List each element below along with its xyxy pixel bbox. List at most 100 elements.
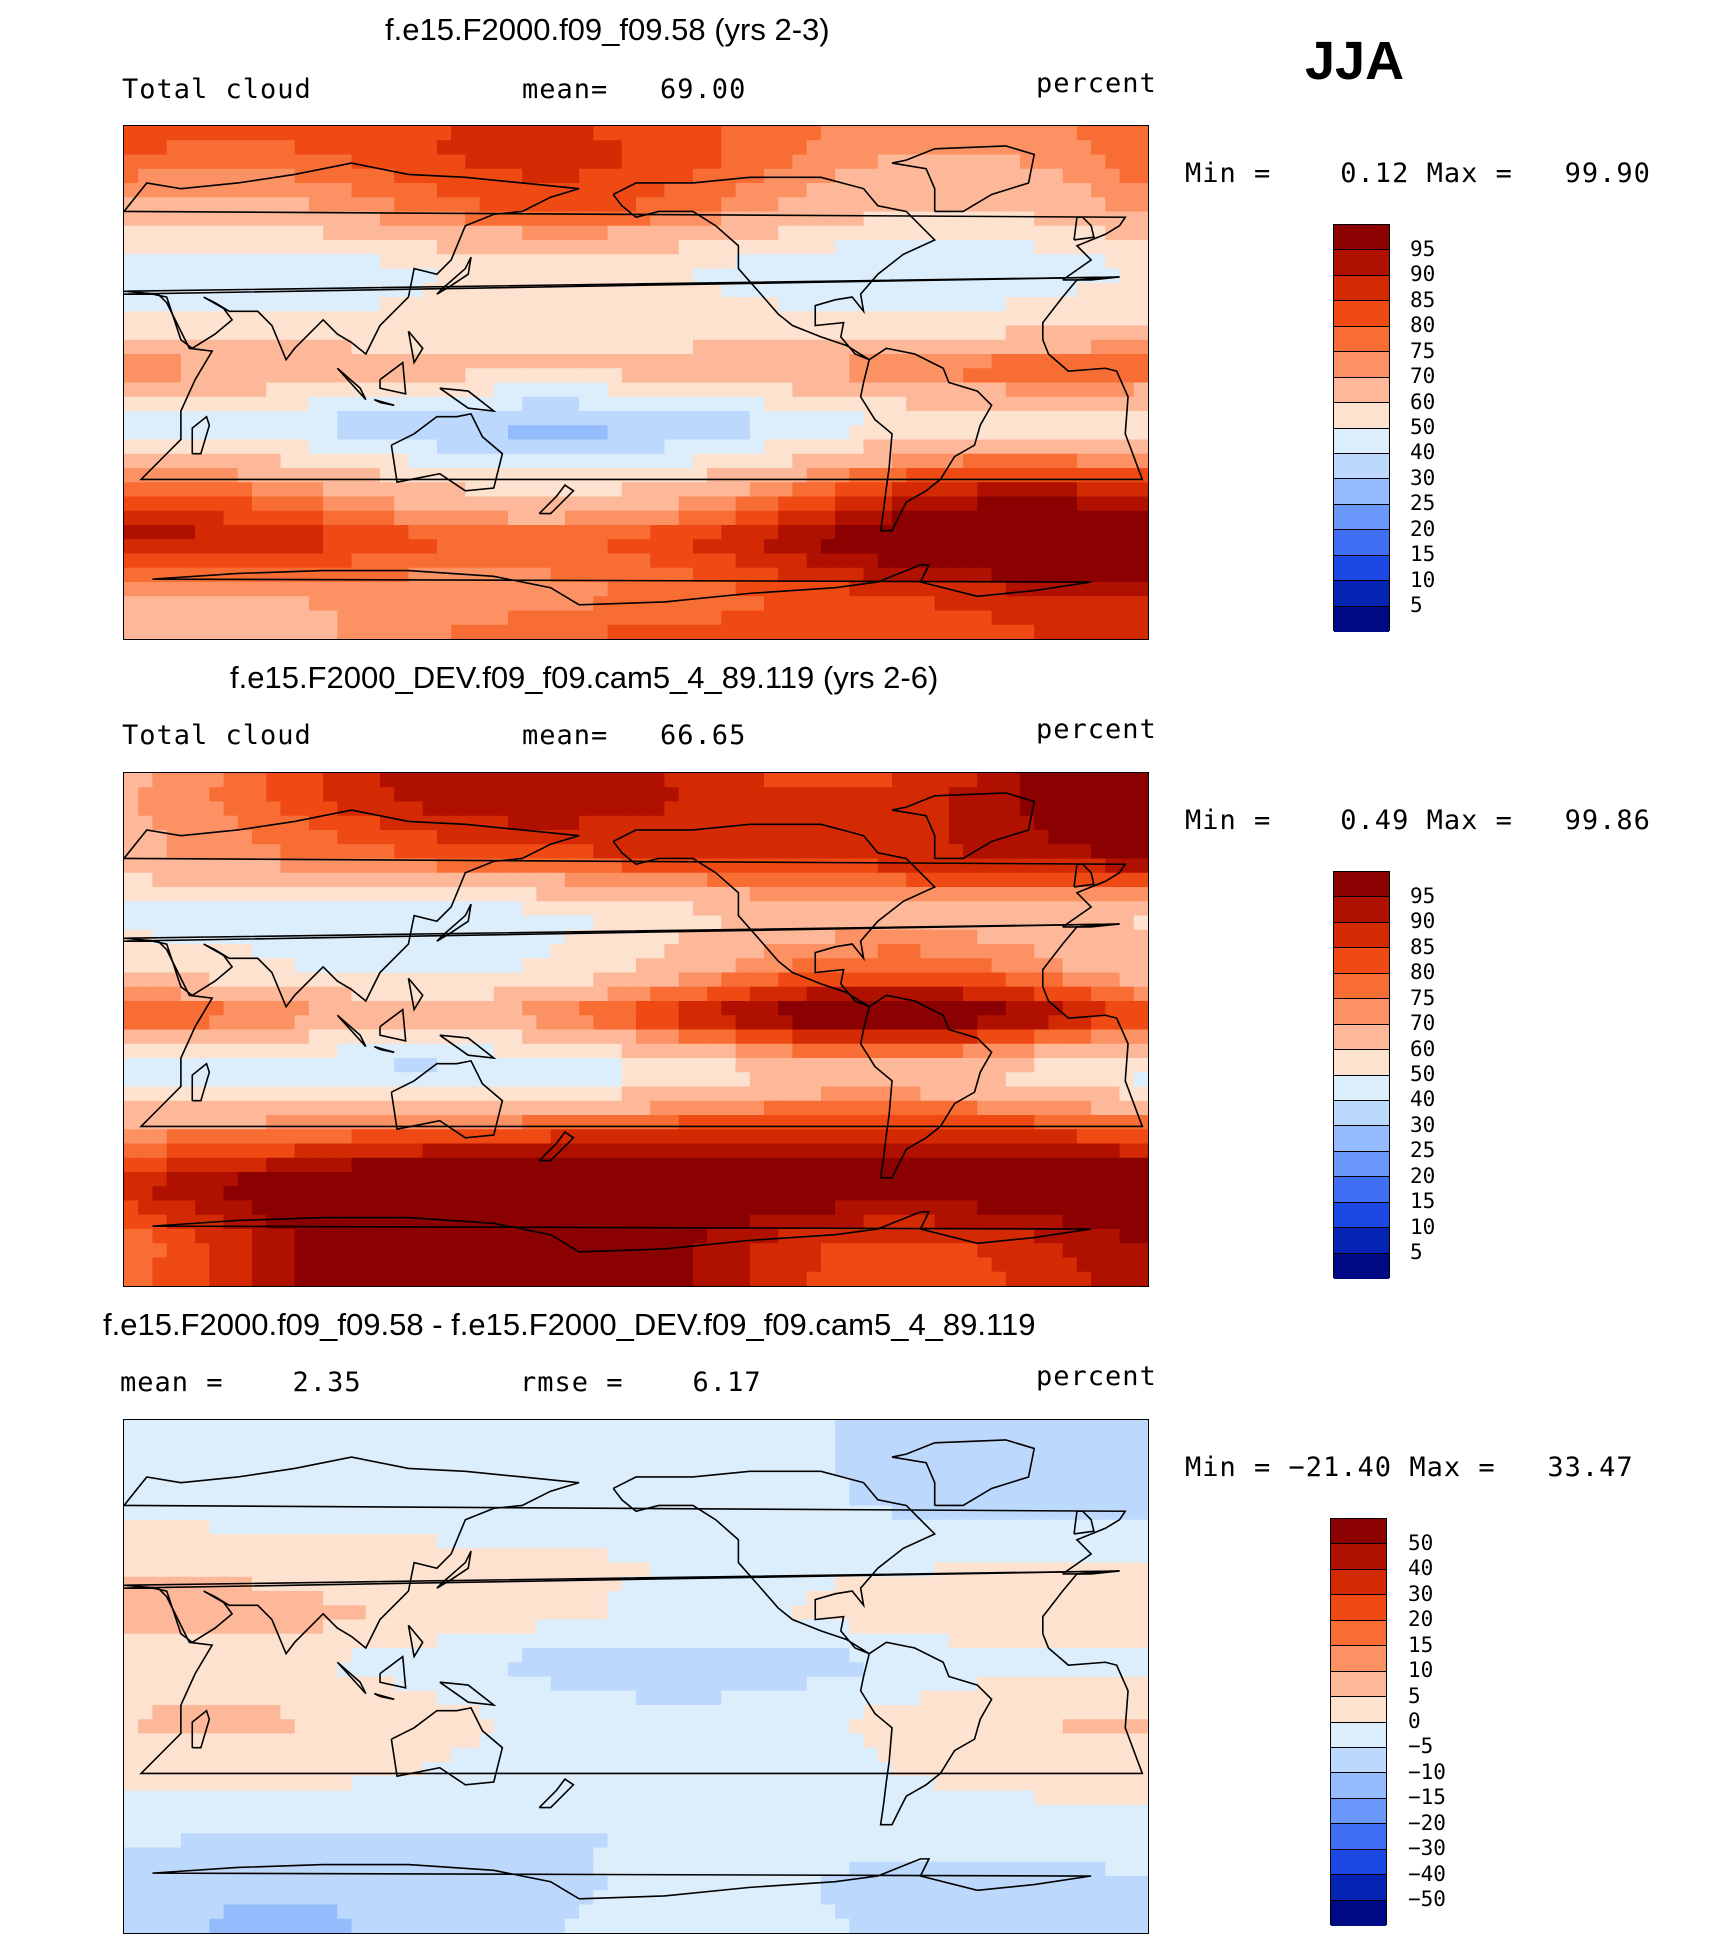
- map-cell: [479, 282, 495, 298]
- map-cell: [806, 1100, 822, 1116]
- map-cell: [195, 1100, 210, 1116]
- map-cell: [152, 1229, 168, 1244]
- map-cell: [1005, 886, 1021, 902]
- map-cell: [550, 396, 566, 412]
- map-cell: [735, 1114, 751, 1130]
- map-cell: [721, 986, 737, 1002]
- map-cell: [124, 297, 139, 312]
- map-cell: [266, 1114, 282, 1130]
- map-cell: [351, 582, 367, 597]
- map-cell: [522, 154, 538, 170]
- map-cell: [422, 1157, 438, 1173]
- map-cell: [991, 1157, 1007, 1173]
- map-cell: [408, 297, 424, 312]
- map-cell: [735, 368, 751, 384]
- map-cell: [394, 197, 410, 213]
- map-cell: [294, 1157, 310, 1173]
- map-cell: [436, 1229, 452, 1244]
- panel1-units-label: percent: [1036, 68, 1157, 99]
- map-cell: [1076, 354, 1092, 369]
- map-cell: [735, 539, 751, 555]
- map-cell: [707, 339, 722, 355]
- map-cell: [735, 467, 751, 483]
- map-cell: [266, 1072, 282, 1088]
- map-cell: [252, 182, 267, 198]
- map-cell: [934, 154, 950, 170]
- map-cell: [152, 539, 168, 555]
- map-cell: [1119, 1129, 1135, 1145]
- map-cell: [252, 1214, 267, 1230]
- map-cell: [351, 1100, 367, 1116]
- map-cell: [536, 944, 552, 959]
- map-cell: [451, 1172, 466, 1187]
- map-cell: [778, 1001, 794, 1016]
- map-cell: [1005, 239, 1021, 255]
- map-cell: [877, 496, 893, 512]
- map-cell: [138, 197, 154, 213]
- map-cell: [223, 268, 239, 284]
- map-cell: [792, 239, 808, 255]
- map-cell: [991, 829, 1007, 845]
- map-cell: [678, 239, 694, 255]
- map-cell: [1091, 382, 1106, 398]
- map-cell: [778, 339, 794, 355]
- map-cell: [1091, 525, 1106, 540]
- map-cell: [650, 872, 666, 888]
- map-cell: [692, 1143, 708, 1159]
- map-cell: [934, 254, 950, 270]
- map-cell: [579, 311, 594, 327]
- map-cell: [1034, 525, 1050, 540]
- map-cell: [650, 610, 666, 626]
- map-cell: [906, 453, 922, 469]
- map-cell: [849, 801, 865, 817]
- map-cell: [1105, 624, 1121, 639]
- map-cell: [394, 1157, 410, 1173]
- map-cell: [508, 815, 523, 831]
- map-cell: [678, 467, 694, 483]
- map-cell: [508, 425, 523, 441]
- map-cell: [1034, 211, 1050, 227]
- map-cell: [166, 254, 182, 270]
- map-cell: [252, 425, 267, 441]
- map-cell: [124, 1043, 139, 1059]
- map-cell: [1048, 1214, 1064, 1230]
- map-cell: [735, 282, 751, 298]
- map-cell: [152, 154, 168, 170]
- map-cell: [920, 886, 936, 902]
- map-cell: [1034, 567, 1050, 583]
- map-cell: [323, 354, 338, 369]
- map-cell: [721, 858, 737, 874]
- map-cell: [465, 425, 481, 441]
- map-cell: [863, 1100, 879, 1116]
- map-cell: [721, 453, 737, 469]
- map-cell: [408, 958, 424, 974]
- map-cell: [1119, 815, 1135, 831]
- map-cell: [308, 886, 324, 902]
- map-cell: [934, 829, 950, 845]
- map-cell: [252, 886, 267, 902]
- map-cell: [536, 886, 552, 902]
- map-cell: [451, 354, 466, 369]
- map-cell: [749, 1001, 765, 1016]
- map-cell: [1091, 282, 1106, 298]
- map-cell: [536, 773, 552, 788]
- map-cell: [835, 496, 850, 512]
- map-cell: [906, 844, 922, 860]
- map-cell: [294, 1015, 310, 1031]
- map-cell: [479, 354, 495, 369]
- map-cell: [906, 929, 922, 945]
- map-cell: [863, 496, 879, 512]
- map-cell: [948, 1114, 964, 1130]
- map-cell: [963, 553, 978, 569]
- map-cell: [152, 1129, 168, 1145]
- map-cell: [806, 254, 822, 270]
- map-cell: [1005, 553, 1021, 569]
- map-cell: [508, 325, 523, 341]
- map-cell: [508, 1157, 523, 1173]
- map-cell: [1020, 858, 1035, 874]
- map-cell: [1062, 553, 1078, 569]
- map-cell: [237, 553, 253, 569]
- map-cell: [749, 610, 765, 626]
- map-cell: [1105, 154, 1121, 170]
- map-cell: [180, 773, 196, 788]
